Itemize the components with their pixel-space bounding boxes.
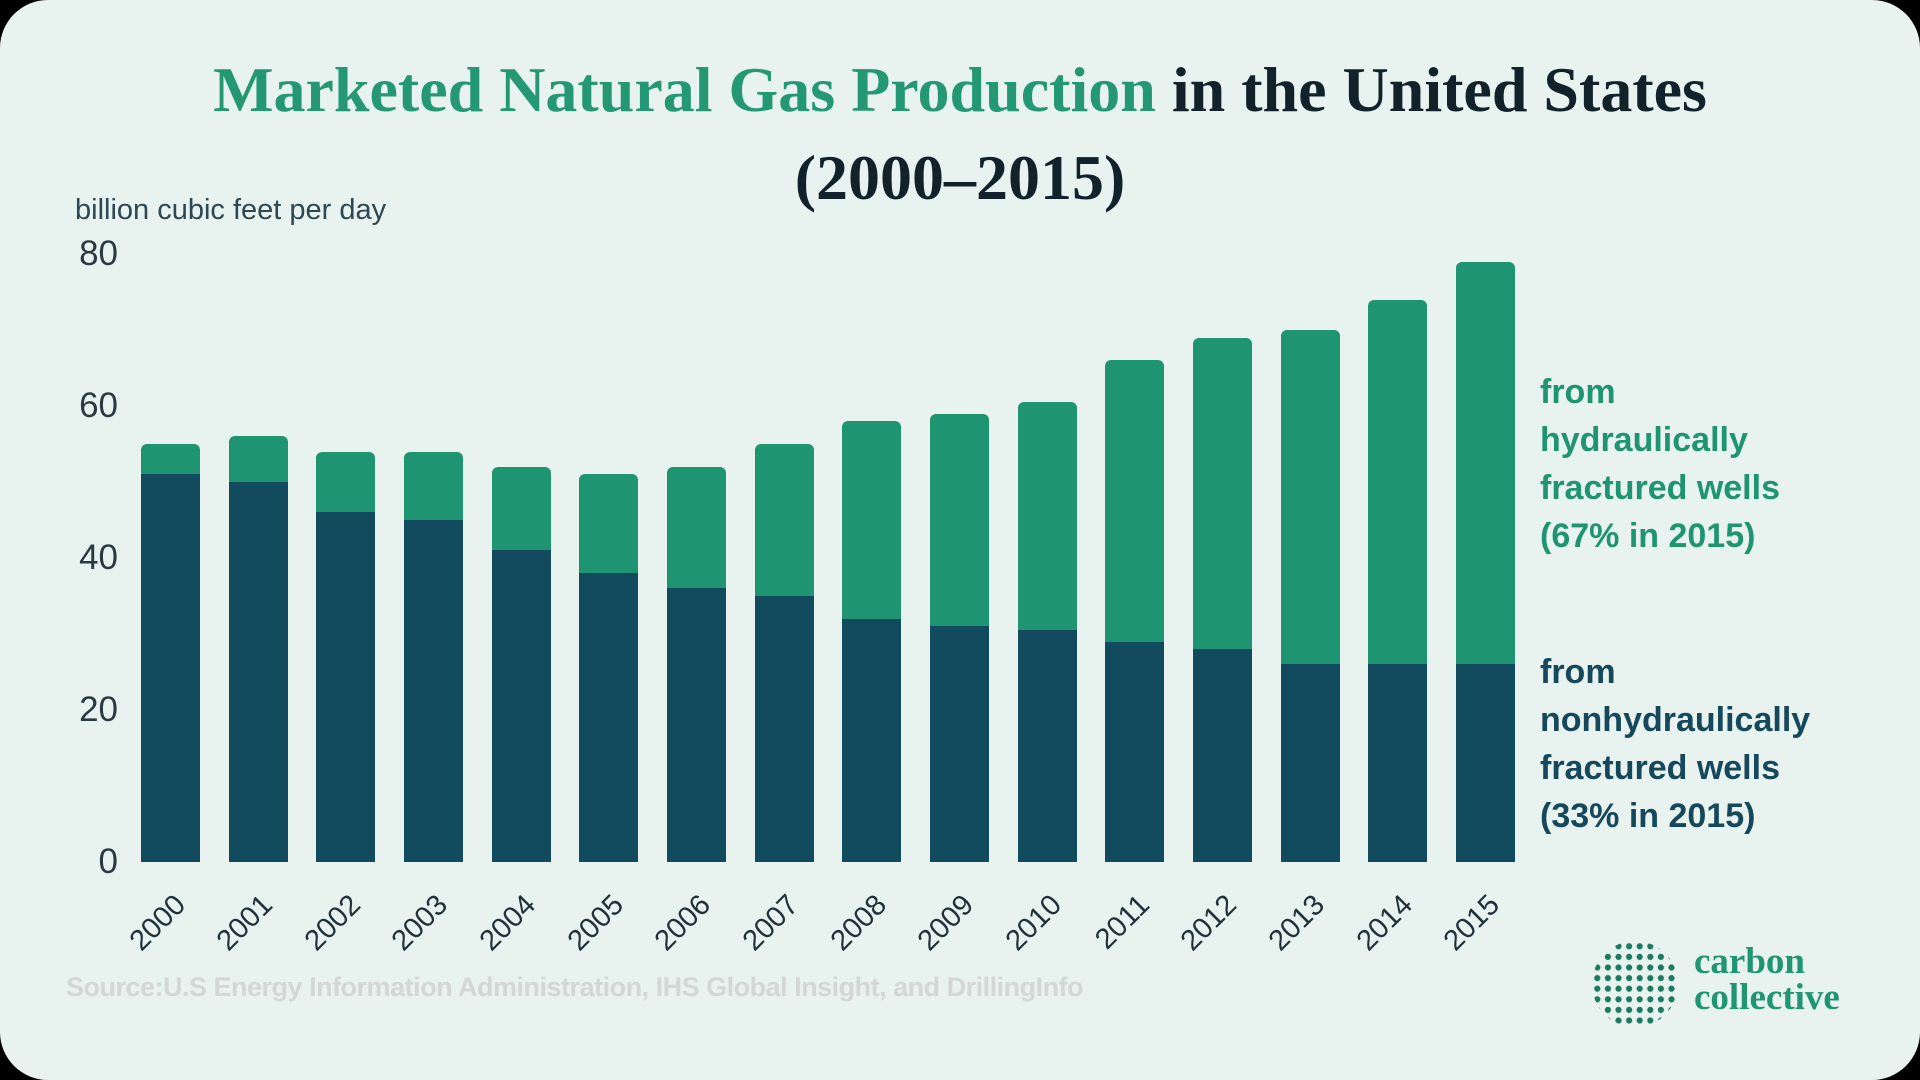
y-axis-tick: 60 bbox=[79, 386, 118, 425]
bar-2003 bbox=[403, 451, 463, 862]
title-rest: in the United States bbox=[1155, 54, 1707, 125]
bar-segment-nonfracked bbox=[1280, 664, 1340, 862]
bar-segment-nonfracked bbox=[491, 550, 551, 862]
source-note: Source:U.S Energy Information Administra… bbox=[66, 972, 1084, 1002]
bar-2000 bbox=[141, 444, 200, 862]
bar-segment-nonfracked bbox=[1368, 664, 1428, 862]
bar-segment-fracked bbox=[842, 421, 902, 619]
bar-2004 bbox=[491, 466, 551, 862]
legend-fracked: from hydraulically fractured wells (67% … bbox=[1540, 373, 1780, 555]
bar-segment-nonfracked bbox=[141, 474, 200, 862]
logo-line2: collective bbox=[1694, 977, 1840, 1018]
bar-segment-nonfracked bbox=[1017, 630, 1077, 862]
x-axis-label: 2015 bbox=[1438, 888, 1507, 958]
x-axis-label: 2013 bbox=[1262, 888, 1332, 958]
bar-segment-nonfracked bbox=[1455, 664, 1515, 862]
bar-segment-nonfracked bbox=[316, 512, 376, 862]
bar-2006 bbox=[666, 466, 726, 862]
bar-2007 bbox=[754, 444, 814, 862]
bar-segment-nonfracked bbox=[666, 588, 726, 862]
bar-segment-fracked bbox=[666, 466, 726, 589]
x-axis-label: 2014 bbox=[1350, 888, 1419, 958]
logo-line1: carbon bbox=[1694, 941, 1805, 982]
bar-2005 bbox=[579, 474, 639, 862]
bar-segment-nonfracked bbox=[1105, 641, 1165, 862]
bar-segment-nonfracked bbox=[228, 482, 288, 862]
logo-wordmark: carbon collective bbox=[1694, 941, 1840, 1018]
y-axis-tick: 0 bbox=[98, 842, 118, 881]
bar-segment-fracked bbox=[754, 444, 814, 596]
bar-segment-fracked bbox=[316, 451, 376, 513]
bar-2001 bbox=[228, 436, 288, 862]
bar-segment-fracked bbox=[1192, 337, 1252, 650]
bar-segment-fracked bbox=[228, 436, 288, 482]
bar-segment-nonfracked bbox=[403, 520, 463, 862]
bar-segment-nonfracked bbox=[754, 596, 814, 862]
bar-segment-fracked bbox=[1105, 360, 1165, 642]
title-line1: Marketed Natural Gas Production in the U… bbox=[0, 46, 1920, 134]
bar-segment-fracked bbox=[403, 451, 463, 520]
x-axis-label: 2012 bbox=[1175, 888, 1244, 958]
chart-title: Marketed Natural Gas Production in the U… bbox=[0, 46, 1920, 222]
bar-2009 bbox=[929, 413, 989, 862]
y-axis-tick: 80 bbox=[79, 234, 118, 273]
bar-segment-fracked bbox=[929, 413, 989, 627]
logo: carbon collective bbox=[1592, 941, 1840, 1027]
y-axis-tick: 20 bbox=[79, 690, 118, 729]
bar-2010 bbox=[1017, 402, 1077, 862]
bar-segment-nonfracked bbox=[579, 573, 639, 862]
title-line2: (2000–2015) bbox=[794, 142, 1126, 213]
bar-segment-fracked bbox=[141, 444, 200, 475]
bar-segment-fracked bbox=[579, 474, 639, 574]
bar-2015 bbox=[1455, 261, 1515, 862]
bar-2002 bbox=[316, 451, 376, 862]
bar-segment-nonfracked bbox=[842, 618, 902, 862]
bar-2008 bbox=[842, 421, 902, 862]
title-highlight: Marketed Natural Gas Production bbox=[213, 54, 1156, 125]
legend-nonfracked: from nonhydraulically fractured wells (3… bbox=[1540, 653, 1811, 835]
bar-segment-fracked bbox=[1368, 299, 1428, 665]
bar-segment-fracked bbox=[1455, 261, 1515, 665]
bar-2014 bbox=[1368, 299, 1428, 862]
dotted-globe-icon bbox=[1592, 941, 1678, 1027]
bar-segment-nonfracked bbox=[1192, 649, 1252, 862]
bar-2012 bbox=[1192, 337, 1252, 862]
bar-2011 bbox=[1105, 360, 1165, 862]
bar-2013 bbox=[1280, 330, 1340, 862]
y-axis-tick: 40 bbox=[79, 538, 118, 577]
bar-segment-nonfracked bbox=[929, 626, 989, 862]
y-axis-unit-label: billion cubic feet per day bbox=[75, 194, 387, 226]
bar-segment-fracked bbox=[1017, 402, 1077, 631]
bar-segment-fracked bbox=[491, 466, 551, 551]
bar-segment-fracked bbox=[1280, 330, 1340, 665]
